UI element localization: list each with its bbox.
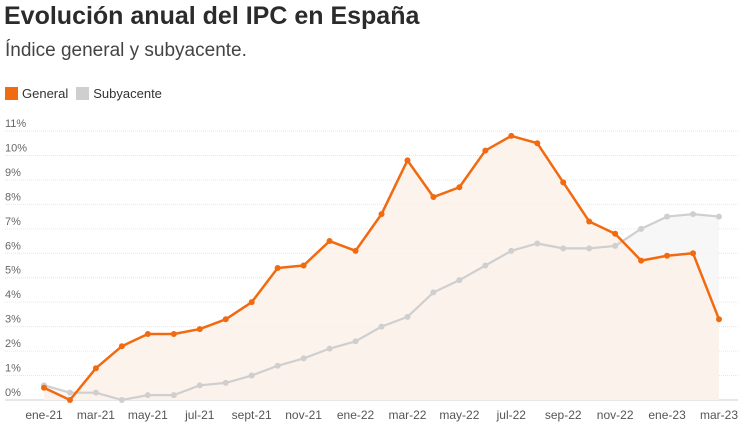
data-point-general	[430, 194, 437, 201]
data-point-subyacente	[170, 392, 177, 399]
y-tick-label: 11%	[5, 118, 26, 130]
chart-title: Evolución anual del IPC en España	[4, 2, 420, 30]
data-point-subyacente	[404, 313, 411, 320]
x-tick-label: sep-22	[545, 408, 582, 422]
data-point-general	[41, 384, 47, 391]
data-point-general	[274, 264, 281, 271]
data-point-subyacente	[92, 389, 99, 396]
data-point-subyacente	[456, 277, 463, 284]
data-point-general	[300, 262, 307, 269]
data-point-general	[196, 326, 203, 333]
x-tick-label: sept-21	[232, 408, 272, 422]
data-point-general	[248, 299, 255, 306]
legend-label-subyacente: Subyacente	[93, 86, 162, 101]
data-point-subyacente	[118, 397, 125, 403]
data-point-general	[508, 132, 515, 139]
y-tick-label: 3%	[5, 314, 21, 326]
x-tick-label: jul-21	[184, 408, 215, 422]
legend-item-general[interactable]: General	[5, 86, 68, 101]
x-tick-label: mar-21	[77, 408, 115, 422]
data-point-subyacente	[144, 392, 151, 399]
series-area-general	[44, 135, 719, 400]
legend-label-general: General	[22, 86, 69, 101]
data-point-general	[144, 330, 151, 337]
x-tick-label: may-21	[128, 408, 168, 422]
data-point-general	[612, 230, 619, 237]
data-point-subyacente	[638, 225, 645, 232]
chart-legend: General Subyacente	[5, 86, 170, 101]
data-point-general	[560, 179, 567, 186]
data-point-general	[222, 316, 229, 323]
x-tick-label: mar-22	[388, 408, 426, 422]
y-tick-label: 1%	[5, 363, 21, 375]
data-point-general	[326, 238, 333, 245]
data-point-subyacente	[274, 362, 281, 369]
data-point-general	[92, 365, 99, 372]
chart-subtitle: Índice general y subyacente.	[5, 40, 247, 61]
x-tick-label: mar-23	[700, 408, 738, 422]
data-point-subyacente	[222, 379, 229, 386]
x-tick-label: ene-22	[337, 408, 375, 422]
data-point-general	[638, 257, 645, 264]
data-point-subyacente	[612, 242, 619, 249]
y-tick-label: 5%	[5, 265, 21, 277]
data-point-general	[404, 157, 411, 164]
data-point-subyacente	[378, 323, 385, 330]
data-point-general	[170, 330, 177, 337]
x-tick-label: may-22	[439, 408, 479, 422]
data-point-subyacente	[196, 382, 203, 389]
legend-item-subyacente[interactable]: Subyacente	[76, 86, 162, 101]
x-tick-label: nov-22	[597, 408, 634, 422]
data-point-subyacente	[664, 213, 671, 220]
data-point-general	[378, 211, 385, 218]
y-tick-label: 10%	[5, 142, 27, 154]
data-point-subyacente	[508, 247, 515, 254]
data-point-general	[534, 140, 541, 147]
data-point-general	[690, 250, 697, 257]
legend-swatch-general	[5, 87, 18, 100]
data-point-general	[716, 316, 722, 323]
data-point-subyacente	[560, 245, 567, 252]
data-point-general	[66, 397, 73, 403]
x-tick-label: nov-21	[285, 408, 322, 422]
legend-swatch-subyacente	[76, 87, 90, 100]
data-point-subyacente	[300, 355, 307, 362]
y-tick-label: 7%	[5, 216, 21, 228]
data-point-subyacente	[534, 240, 541, 247]
data-point-subyacente	[716, 213, 722, 220]
data-point-subyacente	[248, 372, 255, 379]
data-point-subyacente	[430, 289, 437, 296]
data-point-subyacente	[586, 245, 593, 252]
data-point-subyacente	[352, 338, 359, 345]
x-tick-label: ene-21	[25, 408, 63, 422]
data-point-subyacente	[326, 345, 333, 352]
data-point-subyacente	[482, 262, 489, 269]
data-point-subyacente	[690, 211, 697, 218]
y-tick-label: 4%	[5, 289, 21, 301]
data-point-general	[352, 247, 359, 254]
y-tick-label: 9%	[5, 167, 21, 179]
y-tick-label: 6%	[5, 240, 21, 252]
y-tick-label: 2%	[5, 338, 21, 350]
data-point-general	[118, 343, 125, 350]
y-tick-label: 0%	[5, 387, 21, 399]
data-point-general	[586, 218, 593, 225]
data-point-general	[482, 147, 489, 154]
x-tick-label: jul-22	[496, 408, 527, 422]
y-tick-label: 8%	[5, 191, 21, 203]
data-point-subyacente	[66, 389, 73, 396]
x-tick-label: ene-23	[648, 408, 686, 422]
data-point-general	[456, 184, 463, 191]
data-point-general	[664, 252, 671, 259]
